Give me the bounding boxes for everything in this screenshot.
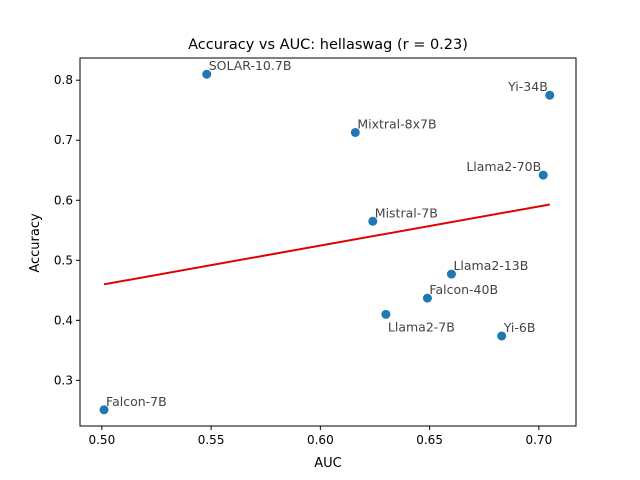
point-label: Yi-34B [507, 79, 548, 94]
x-tick-label: 0.60 [307, 433, 334, 447]
point-label: SOLAR-10.7B [209, 58, 292, 73]
data-point [422, 293, 432, 303]
x-tick-label: 0.70 [525, 433, 552, 447]
trend-line [103, 203, 550, 286]
plot-area: 0.50 0.55 0.60 0.65 0.70 0.3 0.4 0.5 0.6 0.7 0.8 SO… [54, 57, 577, 447]
y-tick-label: 0.3 [54, 373, 73, 387]
data-point [350, 127, 360, 137]
y-tick-label: 0.8 [54, 73, 73, 87]
point-label: Llama2-13B [453, 258, 528, 273]
axes-frame [79, 57, 577, 427]
x-axis-label: AUC [314, 456, 342, 471]
point-label: Falcon-7B [106, 394, 167, 409]
x-tick-label: 0.50 [88, 433, 115, 447]
point-label: Llama2-7B [388, 319, 455, 334]
y-tick-label: 0.7 [54, 133, 73, 147]
point-label: Mistral-7B [375, 205, 438, 220]
y-tick-label: 0.5 [54, 253, 73, 267]
data-point [368, 216, 378, 226]
y-axis-label: Accuracy [28, 213, 43, 273]
x-tick-label: 0.55 [198, 433, 225, 447]
data-point [381, 309, 391, 319]
data-point [497, 331, 507, 341]
data-point [99, 405, 109, 415]
data-point [446, 269, 456, 279]
data-point [538, 170, 548, 180]
chart-title: Accuracy vs AUC: hellaswag (r = 0.23) [188, 37, 468, 53]
y-tick-label: 0.4 [54, 313, 73, 327]
point-label: Llama2-70B [466, 159, 541, 174]
data-point [202, 69, 212, 79]
y-tick-label: 0.6 [54, 193, 73, 207]
point-label: Mixtral-8x7B [357, 116, 436, 131]
point-label: Yi-6B [503, 320, 536, 335]
data-point [545, 90, 555, 100]
point-label: Falcon-40B [429, 282, 498, 297]
x-tick-label: 0.65 [416, 433, 443, 447]
